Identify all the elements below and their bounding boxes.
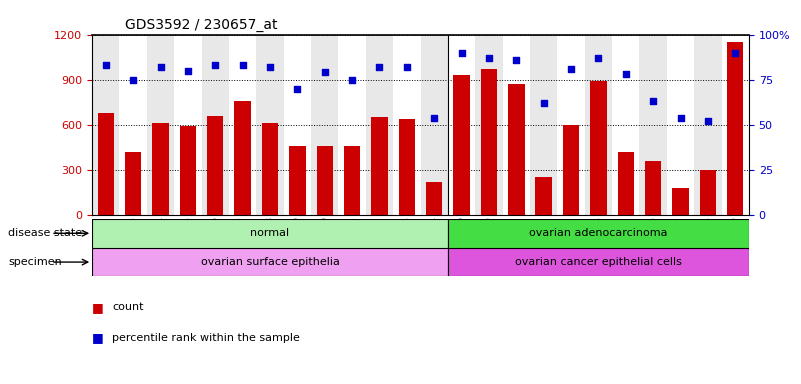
Point — [346, 77, 359, 83]
Point — [99, 62, 112, 68]
Bar — [344, 146, 360, 215]
Bar — [448, 35, 475, 215]
Point — [154, 64, 167, 70]
Bar — [202, 35, 229, 215]
Bar — [530, 35, 557, 215]
Point — [400, 64, 413, 70]
Text: ■: ■ — [92, 331, 104, 344]
Bar — [289, 146, 306, 215]
Bar — [366, 35, 393, 215]
Bar — [421, 35, 448, 215]
Bar — [92, 35, 119, 215]
Bar — [229, 35, 256, 215]
Bar — [179, 126, 196, 215]
Point — [428, 114, 441, 121]
Text: ovarian surface epithelia: ovarian surface epithelia — [200, 257, 340, 267]
Bar — [694, 35, 722, 215]
Point — [646, 98, 659, 104]
Point — [455, 50, 468, 56]
Bar — [672, 188, 689, 215]
Bar — [727, 42, 743, 215]
Bar — [147, 35, 175, 215]
Bar — [448, 248, 749, 276]
Bar — [119, 35, 147, 215]
Point — [209, 62, 222, 68]
Bar — [700, 170, 716, 215]
Bar — [98, 113, 114, 215]
Bar — [503, 35, 530, 215]
Point — [373, 64, 386, 70]
Text: normal: normal — [251, 228, 290, 238]
Bar — [563, 125, 579, 215]
Bar — [426, 182, 442, 215]
Text: disease state: disease state — [8, 228, 83, 238]
Point — [565, 66, 578, 72]
Bar — [125, 152, 142, 215]
Point — [264, 64, 276, 70]
Bar — [339, 35, 366, 215]
Bar — [316, 146, 333, 215]
Point — [537, 100, 550, 106]
Bar — [448, 219, 749, 248]
Text: ovarian adenocarcinoma: ovarian adenocarcinoma — [529, 228, 668, 238]
Bar — [557, 35, 585, 215]
Bar — [207, 116, 223, 215]
Bar — [585, 35, 612, 215]
Point — [482, 55, 495, 61]
Bar — [722, 35, 749, 215]
Point — [318, 70, 331, 76]
Text: GDS3592 / 230657_at: GDS3592 / 230657_at — [125, 18, 277, 32]
Bar — [399, 119, 415, 215]
Point — [729, 50, 742, 56]
Bar — [92, 248, 448, 276]
Bar — [666, 35, 694, 215]
Text: percentile rank within the sample: percentile rank within the sample — [112, 333, 300, 343]
Bar — [639, 35, 666, 215]
Bar — [92, 219, 448, 248]
Text: ■: ■ — [92, 301, 104, 314]
Bar — [262, 123, 278, 215]
Point — [674, 114, 687, 121]
Bar — [453, 75, 469, 215]
Text: specimen: specimen — [8, 257, 62, 267]
Bar — [256, 35, 284, 215]
Point — [702, 118, 714, 124]
Bar — [311, 35, 339, 215]
Bar — [612, 35, 639, 215]
Point — [127, 77, 139, 83]
Text: ovarian cancer epithelial cells: ovarian cancer epithelial cells — [515, 257, 682, 267]
Bar — [175, 35, 202, 215]
Point — [510, 57, 523, 63]
Bar — [152, 123, 169, 215]
Bar — [590, 81, 606, 215]
Bar — [393, 35, 421, 215]
Bar — [235, 101, 251, 215]
Point — [619, 71, 632, 77]
Point — [236, 62, 249, 68]
Bar — [618, 152, 634, 215]
Point — [182, 68, 195, 74]
Bar — [481, 69, 497, 215]
Bar — [645, 161, 662, 215]
Bar — [535, 177, 552, 215]
Text: count: count — [112, 302, 143, 312]
Point — [592, 55, 605, 61]
Bar — [284, 35, 311, 215]
Point — [291, 86, 304, 92]
Bar — [508, 84, 525, 215]
Bar — [475, 35, 503, 215]
Bar — [372, 117, 388, 215]
